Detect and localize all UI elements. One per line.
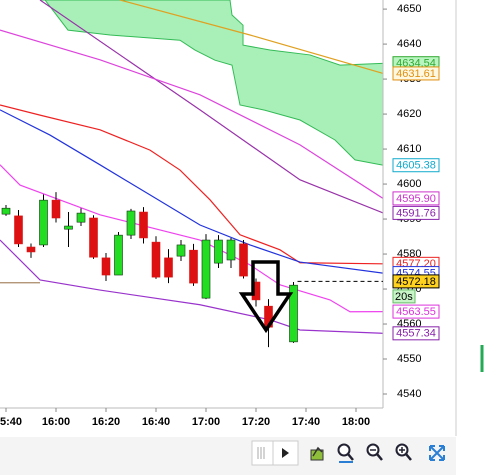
toolbar-icon[interactable]: [310, 446, 324, 461]
zoom-out-button[interactable]: [366, 443, 383, 461]
cloud-upper-edge: [40, 0, 383, 66]
y-tick-label: 4650: [397, 3, 421, 15]
candle-body: [64, 225, 73, 230]
scroll-grip[interactable]: [257, 447, 265, 459]
y-tick-label: 4540: [397, 388, 421, 400]
toolbar-bg: [0, 437, 456, 475]
candle-body: [89, 217, 98, 258]
candle-body: [214, 239, 223, 264]
candle-body: [239, 243, 248, 277]
toolbar: [0, 437, 456, 475]
candle-body: [164, 257, 173, 278]
price-badge: [392, 191, 440, 206]
candle-body: [289, 284, 298, 343]
candle-body: [201, 239, 211, 299]
y-tick-label: 4580: [397, 248, 421, 260]
price-badge: [392, 158, 440, 173]
candle-body: [226, 239, 236, 261]
price-badge-label: 4595.90: [396, 193, 436, 205]
candle-body: [176, 244, 186, 257]
x-tick-label: 17:20: [242, 416, 270, 428]
candle-body: [76, 212, 86, 223]
price-badge: [392, 304, 440, 319]
y-tick-label: 4640: [397, 38, 421, 50]
price-badge-label: 4563.55: [396, 306, 436, 318]
x-tick-label: 16:00: [42, 416, 70, 428]
fullscreen-button[interactable]: [429, 445, 445, 461]
x-tick-label: 17:00: [192, 416, 220, 428]
price-badge: [392, 274, 440, 289]
indicator-line: [119, 0, 383, 75]
scrollbar[interactable]: [251, 440, 299, 466]
candle-body: [151, 241, 161, 278]
candle-body: [1, 207, 11, 215]
price-badge-label: 4557.34: [396, 328, 436, 340]
scroll-right-button[interactable]: [282, 448, 289, 458]
x-tick-label: 17:40: [292, 416, 320, 428]
price-badge-label: 4572.18: [396, 276, 436, 288]
countdown-badge: [392, 289, 416, 304]
indicator-line: [0, 239, 383, 334]
candle-body: [26, 246, 36, 253]
x-tick-label: 16:20: [92, 416, 120, 428]
candle-body: [139, 211, 148, 239]
indicator-line: [0, 109, 383, 274]
x-tick-label: 16:40: [142, 416, 170, 428]
zoom-in-button[interactable]: [395, 443, 412, 461]
y-tick-label: 4600: [397, 178, 421, 190]
price-badge-label: 4605.38: [396, 160, 436, 172]
x-tick-label: 18:00: [342, 416, 370, 428]
price-badge: [392, 205, 440, 220]
countdown-label: 20s: [395, 291, 413, 303]
down-arrow-annotation: [238, 260, 294, 334]
candle-body: [189, 249, 198, 284]
price-badge: [392, 326, 440, 341]
y-tick-label: 4550: [397, 353, 421, 365]
candle-body: [101, 257, 111, 276]
candle-body: [114, 234, 123, 276]
price-badge-label: 4631.61: [396, 68, 436, 80]
cloud-area: [40, 0, 383, 166]
zoom-fit-button[interactable]: [337, 443, 354, 463]
cloud-lower-edge: [44, 0, 383, 166]
x-tick-label: 5:40: [0, 416, 22, 428]
indicator-line: [0, 164, 383, 313]
indicator-line: [39, 0, 383, 214]
indicator-line: [0, 104, 383, 265]
plot-area: [0, 0, 383, 348]
y-tick-label: 4620: [397, 108, 421, 120]
candle-body: [126, 210, 136, 236]
price-badge: [392, 66, 440, 81]
indicator-line: [0, 29, 383, 199]
candle-body: [51, 199, 61, 219]
y-tick-label: 4610: [397, 143, 421, 155]
price-badge-label: 4591.76: [396, 207, 436, 219]
candle-body: [39, 199, 48, 246]
candle-body: [14, 215, 23, 245]
